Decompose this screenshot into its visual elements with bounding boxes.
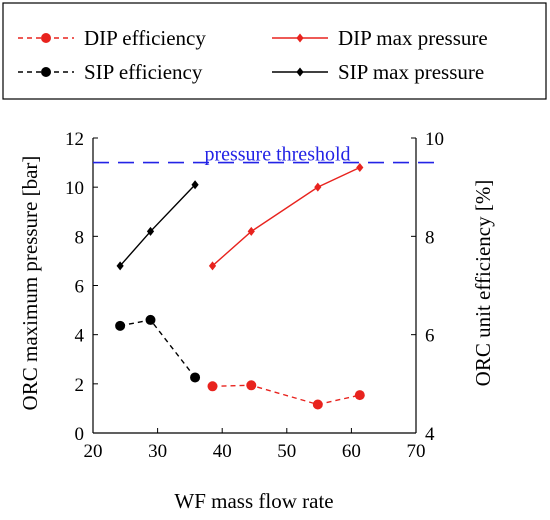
data-point-sip-efficiency — [115, 320, 126, 331]
y-left-tick-label: 8 — [75, 227, 85, 248]
x-tick-label: 60 — [342, 441, 361, 462]
legend-marker-swatch — [41, 33, 51, 43]
data-point-dip-efficiency — [246, 380, 257, 391]
legend-marker-swatch — [41, 67, 51, 77]
legend-label: DIP efficiency — [84, 26, 206, 50]
data-point-sip-max-pressure — [191, 180, 199, 190]
series-sip-efficiency — [115, 314, 201, 383]
y-left-tick-label: 0 — [75, 424, 85, 445]
plot-area: 20 30 40 50 60 70 0 2 4 6 8 10 12 4 6 8 10 pressure thre… — [65, 129, 444, 462]
legend-box — [2, 2, 547, 100]
data-point-dip-efficiency — [312, 399, 323, 410]
data-point-dip-max-pressure — [314, 182, 322, 192]
series-sip-max-pressure — [116, 180, 199, 271]
y-left-tick-label: 2 — [75, 375, 85, 396]
data-point-sip-max-pressure — [116, 261, 124, 271]
y-axis-right-label: ORC unit efficiency [%] — [471, 180, 495, 387]
y-left-tick-label: 12 — [65, 129, 84, 150]
y-right-tick-label: 6 — [425, 326, 435, 347]
legend: DIP efficiency DIP max pressure SIP effici… — [2, 2, 547, 100]
y-right-tick-label: 4 — [425, 424, 435, 445]
data-point-dip-max-pressure — [356, 163, 364, 172]
data-point-dip-efficiency — [207, 381, 218, 392]
data-point-dip-max-pressure — [247, 226, 255, 236]
series-line-dip-efficiency — [212, 384, 360, 406]
legend-item-sip-max-pressure: SIP max pressure — [272, 60, 484, 84]
legend-marker-swatch — [296, 33, 304, 43]
legend-item-sip-efficiency: SIP efficiency — [18, 60, 203, 84]
series-line-dip-max-pressure — [212, 166, 361, 267]
data-point-dip-max-pressure — [208, 261, 217, 271]
x-tick-label: 40 — [213, 441, 232, 462]
y-right-tick-label: 10 — [425, 129, 444, 150]
series-line-sip-max-pressure — [119, 184, 196, 267]
pressure-threshold-label: pressure threshold — [204, 144, 350, 166]
data-point-sip-max-pressure — [146, 226, 155, 236]
y-left-tick-label: 6 — [75, 277, 85, 298]
x-tick-label: 50 — [277, 441, 296, 462]
data-point-sip-efficiency — [145, 314, 156, 325]
y-left-tick-label: 4 — [75, 326, 85, 347]
legend-item-dip-efficiency: DIP efficiency — [18, 26, 206, 50]
series-line-sip-efficiency — [119, 319, 196, 378]
legend-marker-swatch — [296, 67, 304, 77]
y-left-tick-label: 10 — [65, 178, 84, 199]
y-right-tick-label: 8 — [425, 227, 435, 248]
series-dip-max-pressure — [208, 163, 364, 271]
legend-item-dip-max-pressure: DIP max pressure — [272, 26, 488, 50]
x-tick-label: 20 — [84, 441, 103, 462]
x-axis-label: WF mass flow rate — [174, 489, 333, 513]
y-axis-left-label: ORC maximum pressure [bar] — [18, 156, 42, 411]
legend-label: SIP max pressure — [338, 60, 484, 84]
x-tick-label: 30 — [148, 441, 167, 462]
x-tick-label: 70 — [407, 441, 426, 462]
legend-label: DIP max pressure — [338, 26, 488, 50]
series-dip-efficiency — [207, 380, 365, 410]
legend-label: SIP efficiency — [84, 60, 203, 84]
data-point-sip-efficiency — [190, 372, 201, 383]
data-point-dip-efficiency — [354, 390, 365, 401]
